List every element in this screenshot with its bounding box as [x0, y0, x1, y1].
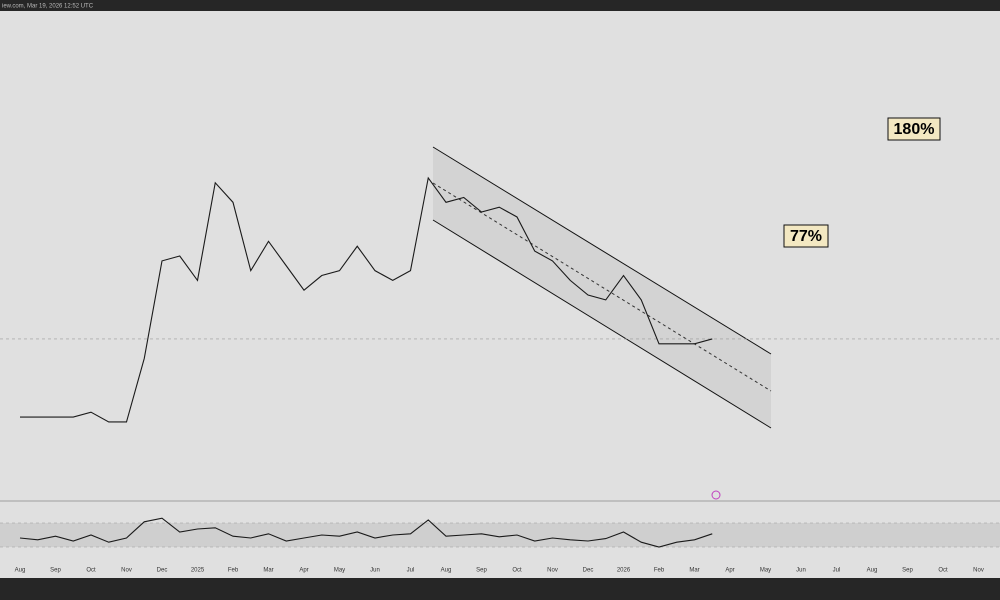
x-tick-label: Oct [512, 568, 522, 574]
channel-mid [432, 182, 772, 392]
x-tick-label: Feb [654, 568, 665, 574]
x-tick-label: May [334, 568, 345, 574]
x-tick-label: Nov [121, 568, 132, 574]
header-text: iew.com, Mar 19, 2026 12:52 UTC [2, 4, 94, 10]
x-tick-label: Mar [263, 568, 273, 574]
x-tick-label: Dec [157, 568, 168, 574]
channel-bottom [432, 219, 772, 429]
x-tick-label: Aug [867, 568, 878, 574]
annotation-box [887, 117, 941, 141]
x-tick-label: Apr [725, 568, 734, 574]
x-tick-label: 2025 [191, 568, 205, 574]
x-tick-label: Mar [689, 568, 699, 574]
annotation: 77% [790, 228, 822, 245]
x-tick-label: Nov [547, 568, 558, 574]
x-tick-label: Sep [902, 568, 913, 574]
x-tick-label: Jun [796, 568, 806, 574]
annotation: 180% [894, 121, 935, 138]
x-tick-label: Apr [299, 568, 308, 574]
x-tick-label: 2026 [617, 568, 631, 574]
x-tick-label: Jun [370, 568, 380, 574]
x-tick-label: Aug [441, 568, 452, 574]
x-tick-label: Jul [833, 568, 841, 574]
x-tick-label: Aug [15, 568, 26, 574]
channel-top [432, 146, 772, 355]
x-tick-label: Dec [583, 568, 594, 574]
bottom-bar [0, 578, 1000, 600]
x-tick-label: Jul [407, 568, 415, 574]
x-tick-label: May [760, 568, 771, 574]
annotation-box [783, 224, 829, 248]
x-tick-label: Nov [973, 568, 984, 574]
series-line [20, 176, 713, 423]
event-icon[interactable] [711, 490, 721, 500]
x-tick-label: Feb [228, 568, 239, 574]
series-line [19, 517, 713, 548]
x-tick-label: Sep [50, 568, 61, 574]
x-tick-label: Oct [938, 568, 948, 574]
top-bar [0, 0, 1000, 11]
rsi-band [0, 523, 1000, 547]
x-tick-label: Oct [86, 568, 96, 574]
x-tick-label: Sep [476, 568, 487, 574]
